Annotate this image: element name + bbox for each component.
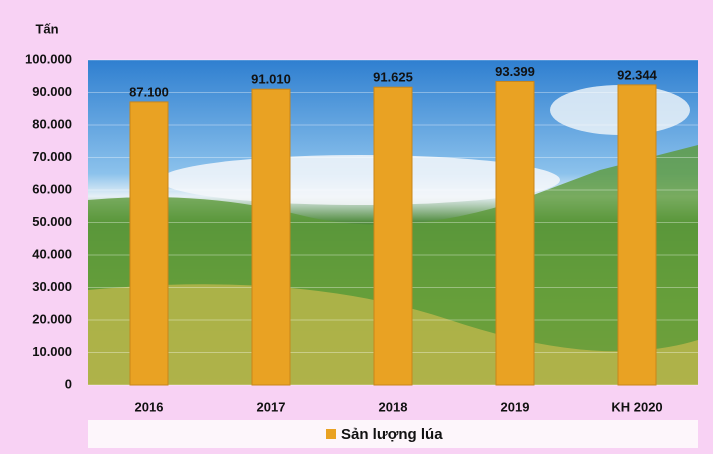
- bar: [129, 101, 169, 386]
- legend-label: Sản lượng lúa: [341, 426, 443, 443]
- x-tick-label: 2016: [135, 399, 164, 414]
- value-label: 92.344: [617, 67, 658, 82]
- y-tick-label: 50.000: [32, 214, 72, 229]
- x-tick-label: 2019: [501, 399, 530, 414]
- y-tick-label: 20.000: [32, 311, 72, 326]
- value-label: 87.100: [129, 84, 169, 99]
- y-tick-label: 10.000: [32, 344, 72, 359]
- y-tick-label: 30.000: [32, 279, 72, 294]
- y-tick-label: 100.000: [25, 51, 72, 66]
- y-tick-label: 40.000: [32, 246, 72, 261]
- legend-swatch: [326, 429, 336, 439]
- value-label: 91.010: [251, 72, 291, 87]
- y-tick-label: 80.000: [32, 116, 72, 131]
- legend-box: [88, 420, 698, 448]
- bar: [495, 80, 535, 386]
- value-label: 93.399: [495, 64, 535, 79]
- x-tick-label: 2018: [379, 399, 408, 414]
- bar: [373, 86, 413, 386]
- y-tick-label: 70.000: [32, 149, 72, 164]
- y-tick-label: 90.000: [32, 84, 72, 99]
- x-tick-label: 2017: [257, 399, 286, 414]
- y-axis-label: Tấn: [35, 21, 58, 36]
- y-tick-label: 0: [65, 376, 72, 391]
- value-label: 91.625: [373, 70, 413, 85]
- y-tick-label: 60.000: [32, 181, 72, 196]
- bar: [251, 88, 291, 386]
- bar: [617, 84, 657, 386]
- x-tick-label: KH 2020: [611, 399, 662, 414]
